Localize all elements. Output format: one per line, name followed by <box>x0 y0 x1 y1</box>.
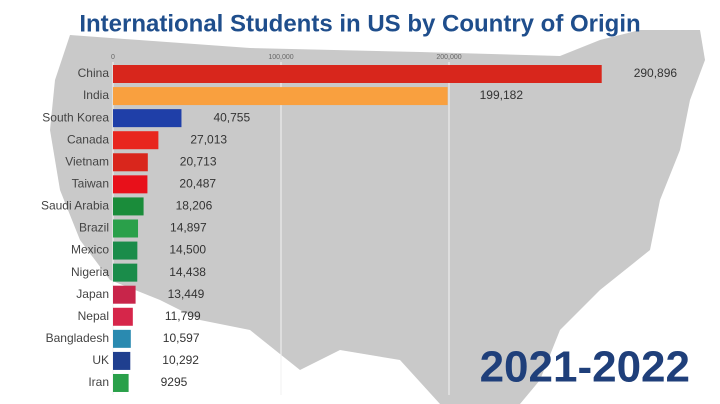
bar <box>113 153 148 172</box>
y-tick-label: Nigeria <box>71 265 109 279</box>
value-label: 11,799 <box>165 309 201 323</box>
bar <box>113 65 602 83</box>
value-label: 13,449 <box>168 287 205 301</box>
y-tick-label: India <box>83 88 109 102</box>
y-tick-label: Mexico <box>71 243 109 257</box>
bar <box>113 285 136 304</box>
bar <box>113 131 159 150</box>
y-tick-label: Nepal <box>78 309 109 323</box>
bar <box>113 307 133 326</box>
y-tick-label: China <box>78 66 110 80</box>
y-tick-label: Saudi Arabia <box>41 199 109 213</box>
bar <box>113 329 131 348</box>
y-tick-label: Taiwan <box>72 177 109 191</box>
value-label: 14,500 <box>169 243 206 257</box>
y-tick-label: Brazil <box>79 221 109 235</box>
y-tick-label: Canada <box>67 132 109 146</box>
value-label: 20,713 <box>180 154 217 168</box>
bar <box>113 87 448 106</box>
bar <box>113 197 144 216</box>
period-label: 2021-2022 <box>480 343 690 392</box>
bar <box>113 175 148 194</box>
y-tick-label: South Korea <box>42 110 109 124</box>
value-label: 9295 <box>161 375 188 389</box>
x-tick-label: 100,000 <box>268 54 293 61</box>
bar <box>113 373 129 392</box>
value-label: 290,896 <box>634 66 678 80</box>
bar <box>113 109 182 128</box>
value-label: 199,182 <box>480 88 524 102</box>
value-label: 14,438 <box>169 265 206 279</box>
bar <box>113 241 138 260</box>
y-tick-label: Bangladesh <box>46 331 109 345</box>
value-label: 40,755 <box>213 110 250 124</box>
y-tick-label: UK <box>92 353 109 367</box>
value-label: 10,597 <box>163 331 200 345</box>
value-label: 20,487 <box>179 177 216 191</box>
y-tick-label: Iran <box>88 375 109 389</box>
x-tick-label: 0 <box>111 54 115 61</box>
bar <box>113 351 131 370</box>
value-label: 14,897 <box>170 221 207 235</box>
x-tick-label: 200,000 <box>436 54 461 61</box>
value-label: 27,013 <box>190 132 227 146</box>
y-tick-label: Japan <box>76 287 109 301</box>
y-tick-label: Vietnam <box>65 154 109 168</box>
bar <box>113 219 139 238</box>
bar <box>113 263 138 282</box>
chart-title: International Students in US by Country … <box>79 10 640 37</box>
value-label: 18,206 <box>176 199 213 213</box>
us-map-background <box>50 30 705 404</box>
value-label: 10,292 <box>162 353 199 367</box>
